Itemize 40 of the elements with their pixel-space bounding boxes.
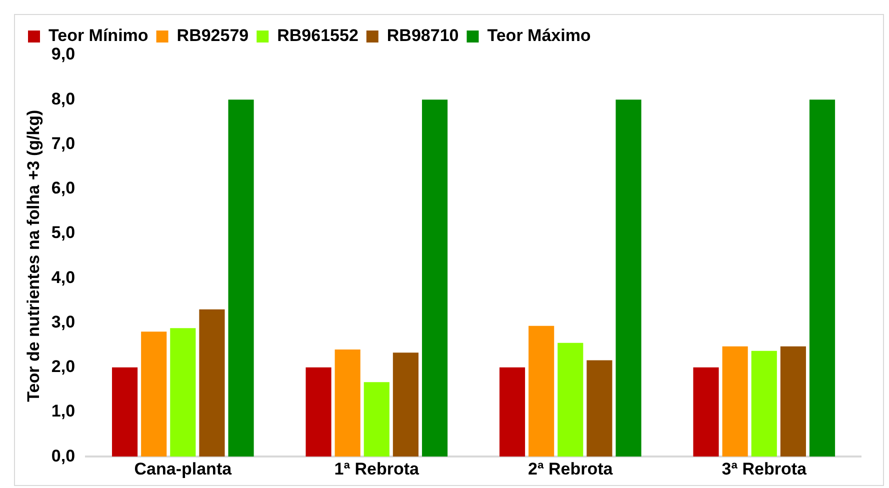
bar (558, 342, 584, 457)
bar (334, 350, 360, 457)
bar (499, 367, 526, 457)
y-tick-label: 1,0 (51, 402, 76, 421)
bar (422, 100, 448, 457)
y-tick-label: 2,0 (51, 357, 76, 376)
legend-label: RB98710 (386, 26, 459, 46)
bar (586, 360, 612, 457)
y-tick-label: 6,0 (51, 178, 76, 198)
y-tick-label: 3,0 (51, 312, 76, 332)
y-tick-label: 8,0 (51, 89, 76, 108)
x-tick-label: 1ª Rebrota (334, 459, 420, 478)
y-axis-title: Teor de nutrientes na folha +3 (g/kg) (24, 110, 43, 402)
bar (780, 346, 806, 457)
legend-label: RB961552 (277, 26, 358, 46)
bar (751, 350, 777, 457)
legend-label: Teor Mínimo (48, 26, 148, 46)
bar (528, 326, 554, 457)
y-tick-label: 5,0 (51, 223, 76, 242)
bar (616, 100, 642, 457)
bar (306, 367, 332, 457)
x-tick-label: 3ª Rebrota (722, 459, 808, 478)
x-tick-label: 2ª Rebrota (528, 459, 614, 478)
y-tick-label: 0,0 (51, 446, 76, 466)
legend-label: RB92579 (176, 26, 249, 46)
bar (392, 352, 418, 457)
x-tick-label: Cana-planta (134, 459, 232, 478)
bar (141, 332, 167, 457)
bar (693, 367, 719, 457)
y-tick-label: 7,0 (51, 134, 76, 153)
bar (364, 382, 390, 457)
bar (170, 328, 196, 457)
bar (112, 367, 138, 457)
y-tick-label: 9,0 (51, 44, 76, 64)
bar (228, 100, 254, 457)
bar (199, 309, 225, 457)
bar (722, 346, 748, 457)
y-tick-label: 4,0 (51, 268, 76, 287)
bar (809, 100, 836, 457)
legend-label: Teor Máximo (487, 26, 591, 46)
